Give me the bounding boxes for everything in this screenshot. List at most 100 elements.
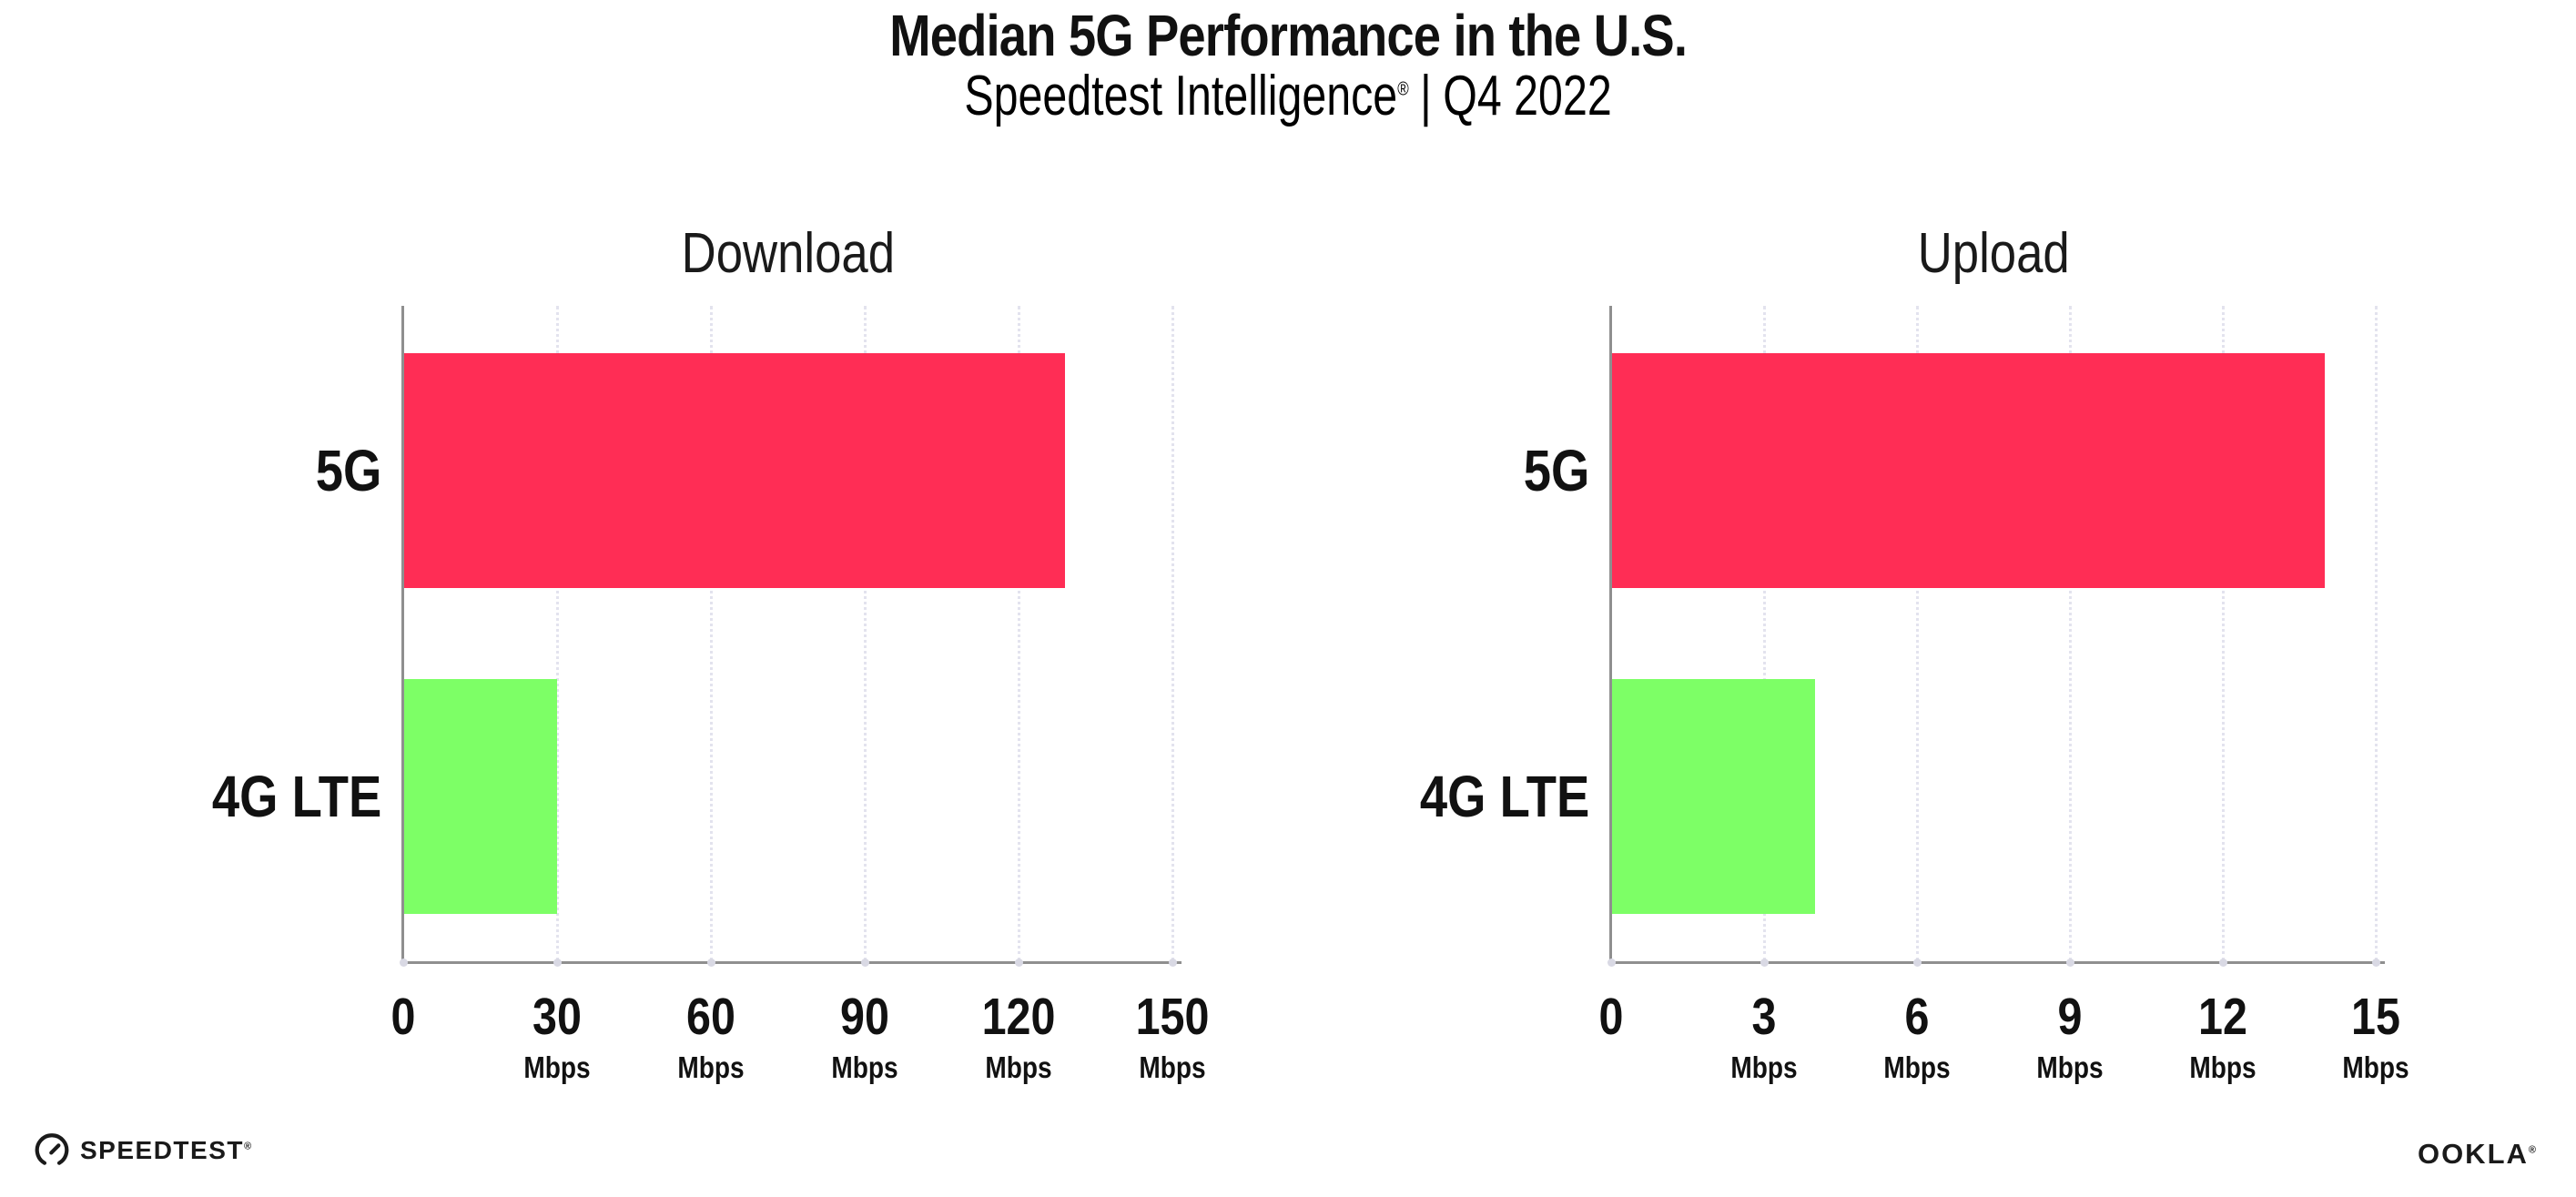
x-axis-line [1609, 961, 2385, 964]
ookla-label: OOKLA [2417, 1138, 2529, 1170]
subtitle-period: Q4 2022 [1443, 65, 1612, 127]
x-tick-label-0: 0 [1597, 987, 1626, 1047]
x-tick-value: 0 [1598, 988, 1624, 1046]
speedtest-registered-mark: ® [243, 1141, 253, 1152]
main-title: Median 5G Performance in the U.S. [0, 5, 2576, 66]
upload-chart-title-text: Upload [1917, 222, 2070, 285]
y-axis-line [401, 306, 404, 961]
x-tick-label-30: 30 [528, 987, 585, 1047]
x-tick-label-0: 0 [389, 987, 418, 1047]
gridline-6 [1916, 306, 1919, 961]
x-tick-unit-text: Mbps [985, 1050, 1052, 1084]
x-tick-label-120: 120 [975, 987, 1061, 1047]
x-tick-unit-text: Mbps [523, 1050, 591, 1084]
speedtest-label: SPEEDTEST [80, 1136, 244, 1164]
x-tick-value: 0 [390, 988, 416, 1046]
x-axis-line [401, 961, 1182, 964]
gridline-60 [710, 306, 713, 961]
gridline-15 [2375, 306, 2378, 961]
axis-tick-dot [707, 959, 715, 967]
x-tick-unit-9: Mbps [2031, 1050, 2109, 1085]
subtitle-text: Speedtest Intelligence® | Q4 2022 [964, 67, 1611, 126]
x-tick-value: 6 [1904, 988, 1930, 1046]
axis-tick-dot [861, 959, 869, 967]
ookla-logo: OOKLA® [2418, 1138, 2538, 1171]
x-tick-unit-text: Mbps [677, 1050, 745, 1084]
subtitle-brand: Speedtest Intelligence [964, 65, 1398, 127]
gridline-3 [1763, 306, 1766, 961]
x-tick-label-3: 3 [1749, 987, 1779, 1047]
x-tick-value: 60 [686, 988, 735, 1046]
download-chart-title-text: Download [681, 222, 895, 285]
x-tick-unit-120: Mbps [979, 1050, 1058, 1085]
x-tick-unit-90: Mbps [826, 1050, 904, 1085]
category-label-text: 5G [1523, 438, 1589, 503]
category-label-text: 5G [315, 438, 381, 503]
axis-tick-dot [400, 959, 408, 967]
speedtest-wordmark: SPEEDTEST® [80, 1136, 253, 1165]
gridline-120 [1018, 306, 1020, 961]
x-tick-unit-30: Mbps [518, 1050, 596, 1085]
chart-header: Median 5G Performance in the U.S. Speedt… [0, 0, 2576, 126]
category-label-5g: 5G [1262, 430, 1589, 512]
x-tick-unit-15: Mbps [2337, 1050, 2415, 1085]
x-tick-unit-6: Mbps [1878, 1050, 1956, 1085]
speedtest-logo: SPEEDTEST® [33, 1131, 253, 1170]
download-chart: Download 5G 4G LTE 0 30 Mbps 60 Mbps 90 Mbps 120 M… [212, 0, 1210, 1197]
axis-tick-dot [2219, 959, 2227, 967]
gridline-12 [2222, 306, 2225, 961]
gridline-9 [2069, 306, 2072, 961]
ookla-registered-mark: ® [2528, 1144, 2538, 1156]
axis-tick-dot [1169, 959, 1177, 967]
upload-chart: Upload 5G 4G LTE 0 3 Mbps 6 Mbps 9 Mbps 12 Mbps 15 M… [1420, 0, 2409, 1197]
x-tick-label-15: 15 [2347, 987, 2404, 1047]
x-tick-value: 9 [2057, 988, 2083, 1046]
download-chart-title: Download [403, 222, 1172, 286]
category-label-text: 4G LTE [211, 764, 381, 829]
x-tick-label-60: 60 [682, 987, 739, 1047]
x-tick-value: 15 [2351, 988, 2400, 1046]
upload-chart-title: Upload [1611, 222, 2376, 286]
axis-tick-dot [553, 959, 562, 967]
gridline-30 [556, 306, 559, 961]
axis-tick-dot [2372, 959, 2380, 967]
subtitle-separator: | [1420, 65, 1432, 127]
x-tick-unit-3: Mbps [1725, 1050, 1803, 1085]
category-label-4g-lte: 4G LTE [54, 756, 381, 837]
y-axis-line [1609, 306, 1612, 961]
main-title-text: Median 5G Performance in the U.S. [889, 3, 1688, 68]
x-tick-unit-text: Mbps [2189, 1050, 2257, 1084]
axis-tick-dot [1015, 959, 1023, 967]
x-tick-label-12: 12 [2194, 987, 2251, 1047]
category-label-4g-lte: 4G LTE [1262, 756, 1589, 837]
x-tick-unit-text: Mbps [2036, 1050, 2104, 1084]
category-label-text: 4G LTE [1419, 764, 1589, 829]
bar-5g [403, 353, 1065, 588]
x-tick-unit-text: Mbps [2342, 1050, 2409, 1084]
axis-tick-dot [1760, 959, 1769, 967]
x-tick-unit-text: Mbps [1883, 1050, 1951, 1084]
x-tick-label-150: 150 [1129, 987, 1215, 1047]
axis-tick-dot [1607, 959, 1616, 967]
category-label-5g: 5G [54, 430, 381, 512]
x-tick-value: 3 [1751, 988, 1777, 1046]
x-tick-value: 12 [2198, 988, 2247, 1046]
subtitle: Speedtest Intelligence® | Q4 2022 [0, 67, 2576, 126]
x-tick-value: 30 [532, 988, 582, 1046]
x-tick-unit-150: Mbps [1133, 1050, 1212, 1085]
bar-4g-lte [1611, 679, 1815, 914]
x-tick-unit-text: Mbps [1139, 1050, 1206, 1084]
gridline-90 [864, 306, 867, 961]
x-tick-label-9: 9 [2055, 987, 2084, 1047]
speedtest-gauge-icon [35, 1133, 69, 1165]
x-tick-value: 120 [981, 988, 1056, 1046]
x-tick-unit-60: Mbps [672, 1050, 750, 1085]
x-tick-unit-12: Mbps [2184, 1050, 2262, 1085]
registered-mark: ® [1397, 76, 1409, 100]
x-tick-value: 150 [1135, 988, 1210, 1046]
x-tick-label-6: 6 [1902, 987, 1932, 1047]
bar-4g-lte [403, 679, 557, 914]
x-tick-unit-text: Mbps [831, 1050, 898, 1084]
axis-tick-dot [2066, 959, 2074, 967]
